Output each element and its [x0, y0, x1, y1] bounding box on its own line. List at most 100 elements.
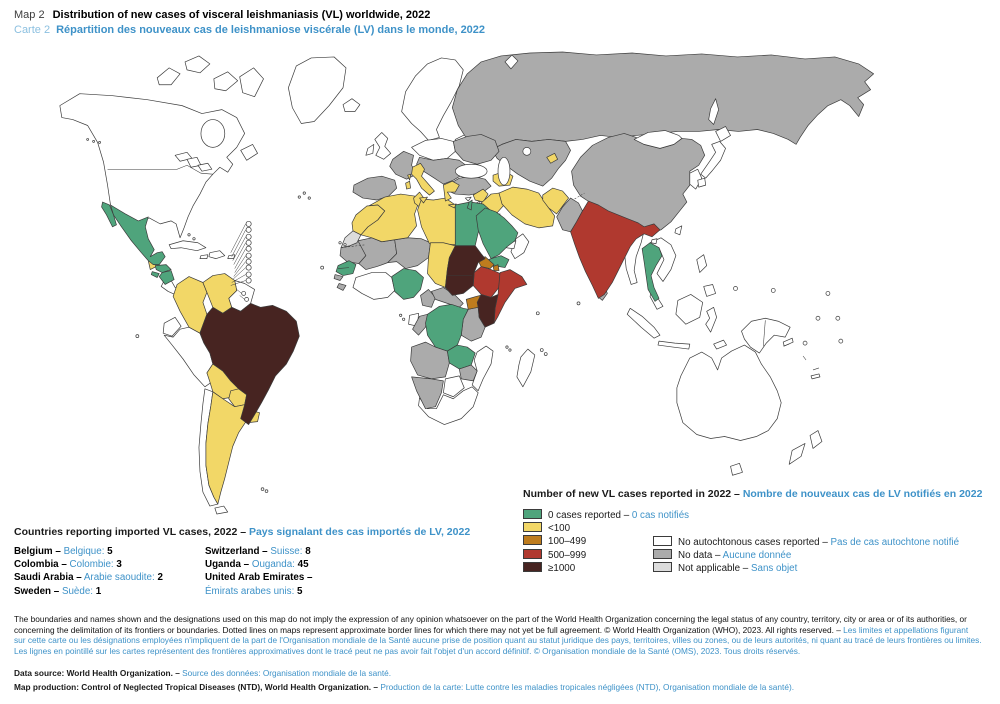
imported-column-1: Belgium – Belgique: 5 Colombia – Colombi…: [14, 545, 204, 598]
imported-entry-sweden: Sweden – Suède: 1: [14, 585, 204, 598]
legend-heading-en: Number of new VL cases reported in 2022 …: [523, 488, 740, 500]
data-source-line: Data source: World Health Organization. …: [14, 668, 391, 678]
legend-column-1: 0 cases reported – 0 cas notifiés <100 1…: [523, 509, 689, 575]
black-sea: [454, 163, 488, 179]
legend-item-no-data: No data – Aucune donnée: [653, 548, 959, 562]
island-tasmania: [730, 462, 743, 476]
data-source-en: Data source: World Health Organization. …: [14, 668, 180, 678]
leader-line: [230, 223, 246, 253]
island-java: [657, 340, 691, 350]
legend-item-500-999: 500–999: [523, 548, 689, 562]
country-madagascar: [516, 348, 536, 388]
leader-line: [232, 267, 246, 280]
country-sudan: [445, 245, 486, 296]
legend-item-lt100: <100: [523, 522, 689, 535]
aral-sea: [522, 147, 532, 156]
swatch-100-499: [523, 535, 542, 546]
country-en: Uganda –: [205, 559, 250, 571]
legend-heading: Number of new VL cases reported in 2022 …: [523, 488, 993, 500]
country-jamaica: [199, 254, 209, 259]
country-mozambique: [471, 345, 494, 392]
legend-label: Not applicable –: [678, 562, 749, 574]
country-iran: [498, 186, 556, 229]
title-text-fr: Répartition des nouveaux cas de leishman…: [56, 24, 486, 36]
country-fr: Belgique:: [63, 546, 105, 557]
category-ge1000: [199, 245, 499, 425]
country-zambia: [447, 344, 476, 370]
country-saudi-arabia: [475, 207, 519, 259]
country-djibouti: [492, 264, 500, 271]
nz-south-island: [788, 443, 806, 465]
island-sicily: [419, 196, 428, 204]
country-cuba: [168, 240, 207, 252]
country-central-african-republic: [431, 287, 464, 308]
country-fr: Ouganda:: [251, 559, 295, 571]
country-hispaniola: [208, 250, 226, 259]
caribbean-state-circles: [241, 220, 252, 302]
imported-entry-saudi-arabia: Saudi Arabia – Arabie saoudite: 2: [14, 571, 204, 584]
country-mongolia: [633, 130, 683, 149]
legend-label: ≥1000: [548, 562, 576, 574]
disclaimer-line-3: sur cette carte ou les désignations empl…: [14, 635, 982, 646]
leader-line: [233, 261, 246, 277]
leader-line: [239, 295, 245, 300]
arctic-island-3: [213, 71, 239, 92]
kashmir-dashed-border: [574, 192, 585, 200]
country-angola: [410, 341, 450, 380]
case-count: 1: [95, 585, 102, 597]
island-timor: [713, 339, 727, 350]
region-central-europe: [411, 138, 456, 161]
leader-line: [233, 242, 246, 265]
country-venezuela: [202, 273, 238, 314]
country-ecuador: [162, 316, 182, 337]
country-fr: Arabie saoudite:: [83, 572, 155, 584]
region-central-asia: [491, 139, 571, 187]
country-uk: [374, 132, 392, 160]
region-west-africa-coast: [352, 272, 396, 300]
map-number-label-fr: Carte 2: [14, 24, 51, 36]
country-israel: [466, 199, 473, 211]
western-sahara-dashed-border: [341, 244, 366, 248]
disclaimer-line-2-fr: Les limites et appellations figurant: [843, 624, 969, 635]
country-baffin: [239, 67, 264, 98]
imported-heading: Countries reporting imported VL cases, 2…: [14, 526, 514, 538]
case-count: 8: [305, 546, 311, 557]
category-no-data: [333, 51, 874, 410]
leader-line: [234, 255, 246, 273]
legend-item-not-applicable: Not applicable – Sans objet: [653, 561, 959, 575]
vanuatu-mark: [802, 355, 807, 361]
leader-line: [234, 248, 246, 269]
country-el-salvador: [150, 271, 160, 278]
disclaimer-line-4: Les lignes en pointillé sur les cartes r…: [14, 645, 801, 656]
island-hokkaido: [715, 126, 731, 142]
case-count: 5: [107, 546, 113, 557]
country-cameroon: [420, 289, 436, 308]
imported-entry-switzerland: Switzerland – Suisse: 8: [205, 545, 375, 558]
region-iberia: [352, 175, 398, 201]
imported-column-2: Switzerland – Suisse: 8 Uganda – Ouganda…: [205, 545, 375, 598]
region-scandinavia: [401, 57, 464, 141]
country-nigeria: [391, 268, 424, 300]
country-drc: [425, 304, 469, 352]
leader-line: [230, 280, 246, 286]
island-hainan: [650, 238, 658, 245]
caspian-sea: [497, 156, 511, 186]
country-oman: [510, 233, 530, 259]
disclaimer-line-1: The boundaries and names shown and the d…: [14, 614, 967, 624]
island-mindanao: [703, 284, 716, 297]
country-en: Switzerland –: [205, 546, 268, 557]
small-island-dots: [86, 138, 844, 493]
category-500-999: [472, 200, 661, 324]
category-zero-cases: [101, 199, 663, 370]
country-iceland: [342, 98, 361, 112]
title-en: Map 2 Distribution of new cases of viscer…: [14, 8, 485, 23]
island-luzon: [696, 254, 708, 273]
country-kenya: [476, 294, 499, 328]
country-australia: [676, 344, 782, 441]
country-italy: [411, 162, 435, 196]
island-sumatra: [626, 307, 661, 339]
country-sierra-leone: [336, 283, 347, 291]
imported-cases-section: Countries reporting imported VL cases, 2…: [14, 526, 514, 597]
legend-column-2: No autochtonous cases reported – Pas de …: [653, 535, 959, 576]
